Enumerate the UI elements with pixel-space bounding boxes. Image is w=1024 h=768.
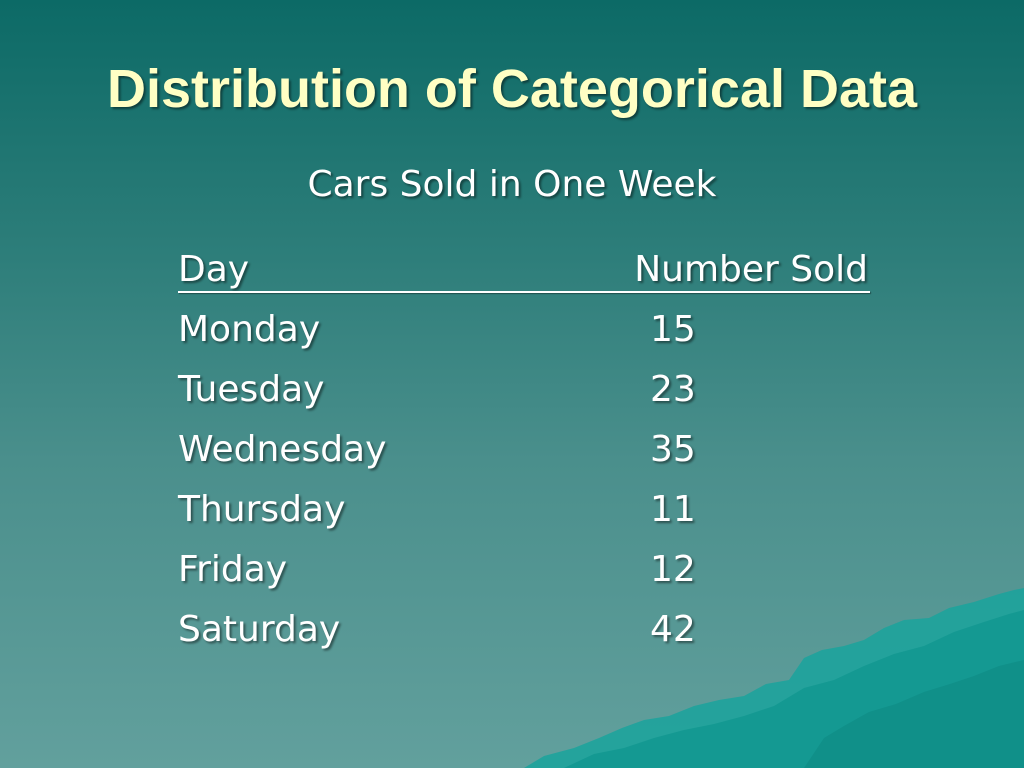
table-row: Wednesday 35 (178, 428, 878, 488)
number-cell: 35 (650, 429, 696, 470)
number-cell: 12 (650, 549, 696, 590)
table-header-row: Day Number Sold (178, 248, 878, 308)
number-cell: 15 (650, 309, 696, 350)
number-cell: 42 (650, 609, 696, 650)
table-caption: Cars Sold in One Week (307, 164, 717, 205)
number-cell: 11 (650, 489, 696, 530)
table-row: Monday 15 (178, 308, 878, 368)
table-row: Saturday 42 (178, 608, 878, 668)
ice-mountain-decoration (524, 588, 1024, 768)
number-cell: 23 (650, 369, 696, 410)
slide-title: Distribution of Categorical Data (106, 59, 918, 119)
cars-sold-table: Day Number Sold Monday 15 Tuesday 23 Wed… (178, 248, 878, 668)
header-underline (178, 291, 870, 293)
column-header-number-sold: Number Sold (634, 249, 868, 290)
day-cell: Monday (178, 309, 321, 350)
day-cell: Saturday (178, 609, 341, 650)
day-cell: Tuesday (178, 369, 325, 410)
table-row: Thursday 11 (178, 488, 878, 548)
day-cell: Friday (178, 549, 288, 590)
column-header-day: Day (178, 249, 250, 290)
table-row: Friday 12 (178, 548, 878, 608)
day-cell: Wednesday (178, 429, 387, 470)
table-row: Tuesday 23 (178, 368, 878, 428)
day-cell: Thursday (178, 489, 346, 530)
